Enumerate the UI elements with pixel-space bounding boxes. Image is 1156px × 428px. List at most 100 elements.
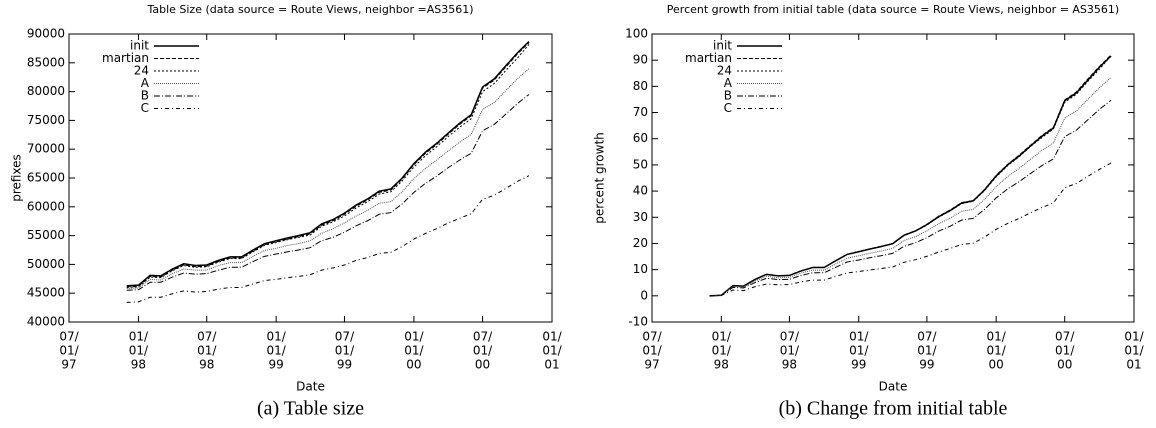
x-tick-label: 01/: [473, 344, 493, 358]
series-line: [709, 55, 1112, 297]
x-tick-label: 00: [989, 358, 1004, 372]
y-tick-label: 45000: [27, 286, 65, 300]
x-tick-label: 01/: [197, 344, 217, 358]
legend-label: B: [724, 89, 732, 103]
y-tick-label: 50: [633, 157, 648, 171]
y-tick-label: 70: [633, 105, 648, 119]
x-tick-label: 00: [1057, 358, 1072, 372]
y-tick-label: 85000: [27, 55, 65, 69]
legend-label: 24: [134, 64, 149, 78]
legend-label: init: [130, 39, 149, 53]
plot-frame: [651, 33, 1135, 323]
chart-panel: Percent growth from initial table (data …: [593, 3, 1145, 420]
y-tick-label: 55000: [27, 228, 65, 242]
y-tick-label: 0: [640, 288, 648, 302]
y-tick-label: 90: [633, 53, 648, 67]
series-line: [126, 68, 530, 290]
y-tick-label: 65000: [27, 171, 65, 185]
series-line: [709, 55, 1112, 297]
y-tick-label: 70000: [27, 142, 65, 156]
series-line: [126, 175, 530, 303]
x-tick-label: 01/: [59, 344, 79, 358]
x-tick-label: 01/: [987, 330, 1007, 344]
y-tick-label: 75000: [27, 113, 65, 127]
legend-label: 24: [717, 64, 732, 78]
y-tick-label: 60: [633, 131, 648, 145]
y-tick-label: 50000: [27, 257, 65, 271]
x-tick-label: 01/: [780, 344, 800, 358]
x-tick-label: 01/: [1124, 344, 1144, 358]
y-tick-label: 60000: [27, 199, 65, 213]
legend-label: A: [141, 76, 150, 90]
x-tick-label: 01/: [987, 344, 1007, 358]
x-tick-label: 01/: [542, 344, 562, 358]
x-tick-label: 07/: [473, 330, 493, 344]
x-tick-label: 01/: [267, 344, 287, 358]
x-tick-label: 98: [199, 358, 214, 372]
x-tick-label: 98: [714, 358, 729, 372]
legend-label: B: [141, 89, 149, 103]
x-tick-label: 00: [475, 358, 490, 372]
y-tick-label: 90000: [27, 27, 65, 41]
x-tick-label: 99: [337, 358, 352, 372]
x-tick-label: 01/: [542, 330, 562, 344]
legend-label: C: [141, 101, 149, 115]
series-line: [126, 44, 530, 288]
y-tick-label: -10: [628, 315, 648, 329]
x-tick-label: 01/: [404, 344, 424, 358]
caption: (b) Change from initial table: [779, 398, 1008, 420]
x-tick-label: 07/: [642, 330, 662, 344]
chart-title: Table Size (data source = Route Views, n…: [146, 3, 473, 16]
legend-label: C: [724, 101, 732, 115]
x-tick-label: 00: [406, 358, 421, 372]
legend-label: A: [724, 76, 733, 90]
x-axis-label: Date: [296, 380, 325, 394]
y-tick-label: 30: [633, 210, 648, 224]
x-tick-label: 01/: [404, 330, 424, 344]
y-axis-label: prefixes: [10, 154, 24, 202]
x-tick-label: 01/: [917, 344, 937, 358]
y-tick-label: 40000: [27, 315, 65, 329]
series-line: [126, 94, 530, 291]
x-tick-label: 98: [131, 358, 146, 372]
x-tick-label: 99: [919, 358, 934, 372]
series-line: [126, 40, 530, 287]
y-tick-label: 80: [633, 79, 648, 93]
x-tick-label: 01/: [129, 344, 149, 358]
x-tick-label: 01/: [712, 330, 732, 344]
chart-title: Percent growth from initial table (data …: [667, 3, 1119, 16]
y-tick-label: 80000: [27, 84, 65, 98]
x-tick-label: 98: [782, 358, 797, 372]
x-tick-label: 01: [544, 358, 559, 372]
x-tick-label: 97: [644, 358, 659, 372]
x-tick-label: 07/: [917, 330, 937, 344]
x-tick-label: 01: [1126, 358, 1141, 372]
x-tick-label: 07/: [197, 330, 217, 344]
x-tick-label: 07/: [59, 330, 79, 344]
legend-label: martian: [685, 51, 732, 65]
y-tick-label: 20: [633, 236, 648, 250]
chart-panel: Table Size (data source = Route Views, n…: [10, 3, 563, 420]
x-tick-label: 01/: [1055, 344, 1075, 358]
series-line: [709, 77, 1112, 297]
x-tick-label: 01/: [849, 344, 869, 358]
legend-label: init: [713, 39, 732, 53]
x-tick-label: 01/: [129, 330, 149, 344]
x-tick-label: 99: [269, 358, 284, 372]
x-tick-label: 99: [851, 358, 866, 372]
x-tick-label: 01/: [849, 330, 869, 344]
x-tick-label: 07/: [780, 330, 800, 344]
series-line: [709, 99, 1112, 297]
series-line: [126, 42, 530, 288]
y-tick-label: 10: [633, 262, 648, 276]
y-axis-label: percent growth: [593, 132, 607, 224]
x-tick-label: 01/: [1124, 330, 1144, 344]
x-tick-label: 01/: [642, 344, 662, 358]
x-tick-label: 07/: [335, 330, 355, 344]
y-tick-label: 40: [633, 184, 648, 198]
x-tick-label: 01/: [712, 344, 732, 358]
legend-label: martian: [102, 51, 149, 65]
x-axis-label: Date: [879, 380, 908, 394]
